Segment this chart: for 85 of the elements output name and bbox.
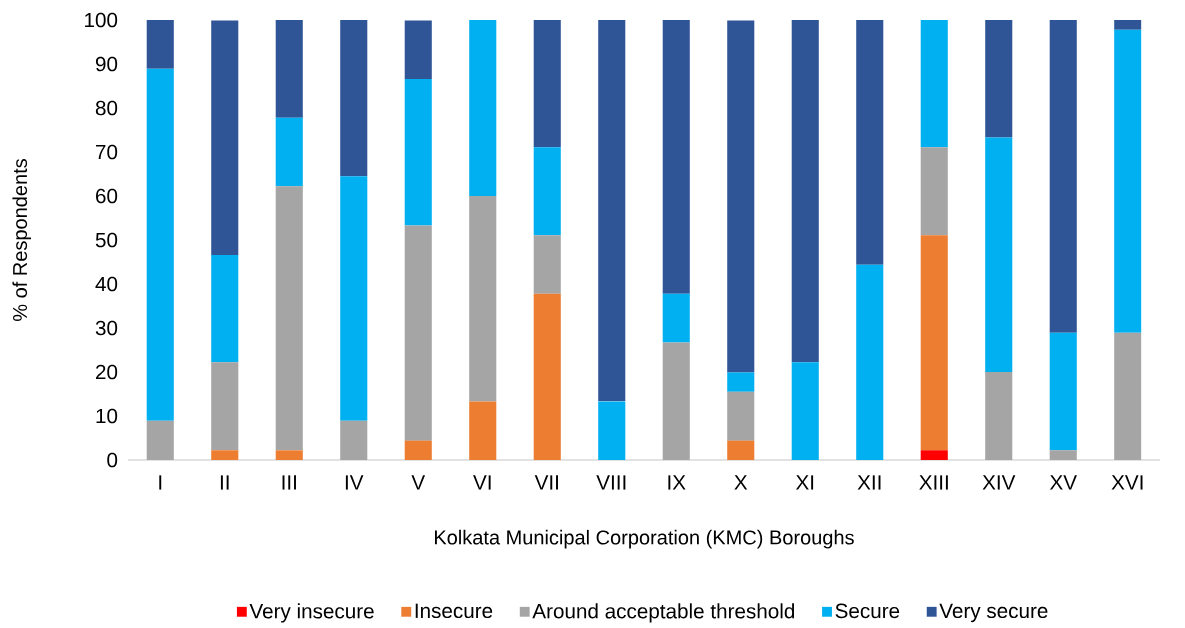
bar [985,20,1013,138]
bar [1114,20,1142,30]
legend-label: Very secure [939,603,1048,623]
bar [791,362,819,460]
x-tick-label: I [159,475,162,490]
x-axis-title: Kolkata Municipal Corporation (KMC) Boroughs [434,529,854,549]
bar [275,20,303,118]
bar [146,20,174,69]
bar [1114,332,1142,460]
bar [533,235,561,294]
bar [211,254,239,363]
legend-label: Secure [835,603,900,619]
bar [1114,29,1142,333]
bar [985,371,1013,460]
legend-label: Very insecure [249,603,374,623]
bar [340,176,368,421]
bar [791,20,819,363]
bar [727,20,755,373]
bar [340,420,368,460]
x-tick-label: XVI [1111,475,1143,490]
x-tick-label: XIII [919,475,948,490]
bar [662,20,690,294]
bar [1049,20,1077,333]
bar [920,147,948,236]
y-tick-label: 80 [95,100,118,116]
x-tick-label: VII [534,475,558,490]
x-tick-label: III [282,475,296,490]
bar [1049,450,1077,460]
x-tick-label: XII [857,475,881,490]
bar [211,450,239,460]
x-tick-label: V [411,475,426,490]
bar [469,195,497,402]
bar [727,391,755,441]
y-tick-label: 20 [96,364,118,380]
bar [211,20,239,255]
bar [469,401,497,460]
x-tick-label: VIII [596,475,626,490]
bar [662,342,690,460]
bar [146,420,174,460]
bar [985,137,1013,372]
bar [533,20,561,148]
bar [727,440,755,460]
bar [404,20,432,79]
bar [146,68,174,421]
bar [920,450,948,460]
bar [856,264,884,460]
y-tick-label: 10 [96,408,118,424]
y-tick-label: 40 [95,276,118,292]
bar [1049,332,1077,451]
legend-label: Insecure [415,603,493,619]
y-tick-label: 50 [95,232,118,248]
bar [920,235,948,451]
bar [598,401,626,460]
bar [275,450,303,460]
y-tick-label: 70 [96,144,118,160]
bar [727,372,755,392]
bar [404,440,432,460]
bar [662,293,690,343]
y-tick-label: 90 [95,56,118,72]
bar [211,362,239,451]
bar [533,293,561,460]
bar [275,117,303,187]
bar [598,20,626,402]
bar [533,147,561,236]
y-tick-label: 0 [107,452,118,468]
x-tick-label: IX [668,475,686,490]
x-tick-label: X [734,475,748,490]
y-tick-label: 30 [95,320,118,336]
bar [404,78,432,226]
y-tick-label: 100 [85,12,118,28]
y-axis-title: % of Respondents [12,159,32,321]
x-tick-label: XV [1049,475,1077,490]
x-tick-label: VI [473,475,491,490]
x-tick-label: XIV [982,475,1016,490]
x-tick-label: XI [795,475,814,490]
bar [340,20,368,177]
bar [856,20,884,265]
y-tick-label: 60 [96,188,118,204]
bar [469,20,497,196]
bar [275,186,303,451]
x-tick-label: II [220,475,229,490]
x-tick-label: IV [345,475,364,490]
legend-label: Around acceptable threshold [532,603,795,623]
bar [920,20,948,148]
bar [404,225,432,441]
